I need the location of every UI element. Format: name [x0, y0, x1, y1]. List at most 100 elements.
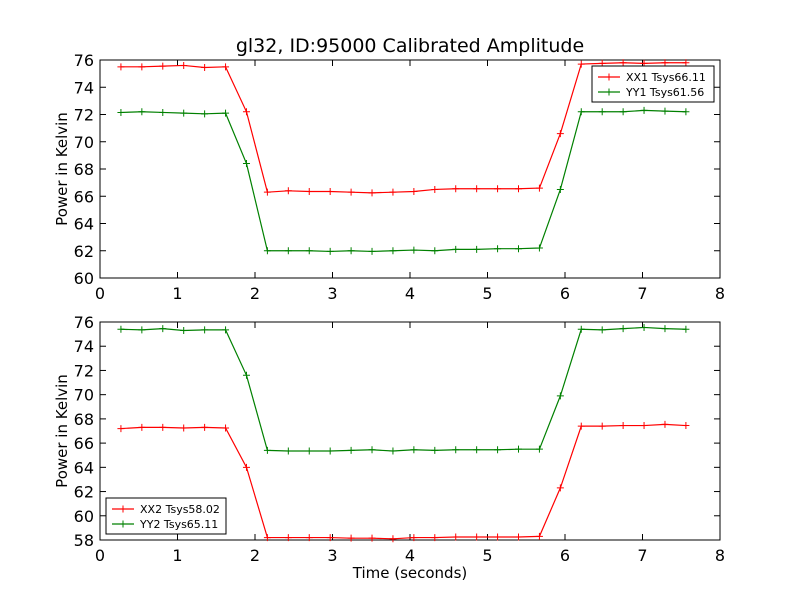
data-point [138, 326, 146, 334]
data-point [598, 422, 606, 430]
x-tick-label: 8 [715, 284, 725, 303]
data-point [598, 326, 606, 334]
y-axis-label: Power in Kelvin [53, 374, 71, 488]
data-point [138, 423, 146, 431]
data-point [117, 325, 125, 333]
data-point [284, 447, 292, 455]
y-tick-label: 62 [74, 242, 94, 261]
data-point [431, 446, 439, 454]
x-tick-label: 3 [327, 546, 337, 565]
data-point [117, 425, 125, 433]
data-point [535, 445, 543, 453]
data-point [452, 185, 460, 193]
chart-title: gl32, ID:95000 Calibrated Amplitude [236, 35, 584, 57]
data-point [661, 420, 669, 428]
legend-marker [605, 88, 613, 96]
data-point [515, 245, 522, 253]
data-point [326, 187, 334, 195]
x-tick-label: 6 [560, 284, 570, 303]
data-point [682, 422, 690, 430]
data-point [389, 247, 397, 255]
data-point [180, 61, 188, 69]
data-point [305, 534, 313, 542]
data-point [410, 534, 418, 542]
data-point [138, 63, 146, 71]
data-point [117, 108, 125, 116]
y-tick-label: 64 [74, 215, 94, 234]
y-tick-label: 68 [74, 160, 94, 179]
data-point [368, 247, 376, 255]
data-point [263, 188, 271, 196]
y-tick-label: 70 [74, 386, 94, 405]
data-point [263, 446, 271, 454]
data-point [556, 185, 564, 193]
x-tick-label: 2 [250, 546, 260, 565]
x-tick-label: 5 [482, 284, 492, 303]
data-point [201, 326, 209, 334]
data-point [263, 534, 271, 542]
data-point [682, 108, 690, 116]
data-point [682, 59, 690, 67]
x-tick-label: 4 [405, 284, 415, 303]
data-point [263, 247, 271, 255]
data-point [556, 130, 564, 138]
y-tick-label: 72 [74, 106, 94, 125]
x-tick-label: 7 [637, 284, 647, 303]
x-tick-label: 1 [172, 284, 182, 303]
data-point [347, 188, 355, 196]
y-tick-label: 70 [74, 133, 94, 152]
x-tick-label: 1 [172, 546, 182, 565]
y-tick-label: 66 [74, 187, 94, 206]
data-point [640, 422, 648, 430]
data-point [452, 245, 460, 253]
data-point [326, 447, 334, 455]
y-tick-label: 72 [74, 361, 94, 380]
legend-marker [119, 520, 127, 528]
x-axis-label: Time (seconds) [352, 564, 468, 582]
data-point [473, 185, 481, 193]
data-point [515, 185, 522, 193]
series-line [120, 326, 686, 452]
y-axis-label: Power in Kelvin [53, 112, 71, 226]
data-point [473, 446, 481, 454]
data-point [368, 189, 376, 197]
data-point [159, 423, 167, 431]
data-point [619, 325, 627, 333]
data-point [326, 247, 334, 255]
y-tick-label: 58 [74, 531, 94, 550]
data-point [222, 63, 230, 71]
data-point [201, 423, 209, 431]
data-point [535, 184, 543, 192]
data-point [305, 447, 313, 455]
data-point [305, 247, 313, 255]
legend [105, 497, 227, 535]
data-point [222, 326, 230, 334]
y-tick-label: 62 [74, 483, 94, 502]
data-point [159, 325, 167, 333]
data-point [242, 371, 250, 379]
data-point [535, 532, 543, 540]
data-point [515, 445, 522, 453]
x-tick-label: 5 [482, 546, 492, 565]
data-point [201, 110, 209, 118]
data-point [494, 245, 502, 253]
data-point [577, 325, 585, 333]
data-point [682, 325, 690, 333]
data-point [515, 533, 522, 541]
data-point [661, 107, 669, 115]
x-tick-label: 0 [95, 284, 105, 303]
data-point [242, 160, 250, 168]
data-point [577, 60, 585, 68]
legend-marker [605, 73, 613, 81]
data-point [284, 187, 292, 195]
y-tick-label: 66 [74, 434, 94, 453]
data-point [473, 533, 481, 541]
series-line [120, 62, 686, 194]
data-point [389, 535, 397, 543]
y-tick-label: 64 [74, 458, 94, 477]
x-tick-label: 6 [560, 546, 570, 565]
data-point [242, 108, 250, 116]
data-point [640, 323, 648, 331]
data-point [619, 108, 627, 116]
